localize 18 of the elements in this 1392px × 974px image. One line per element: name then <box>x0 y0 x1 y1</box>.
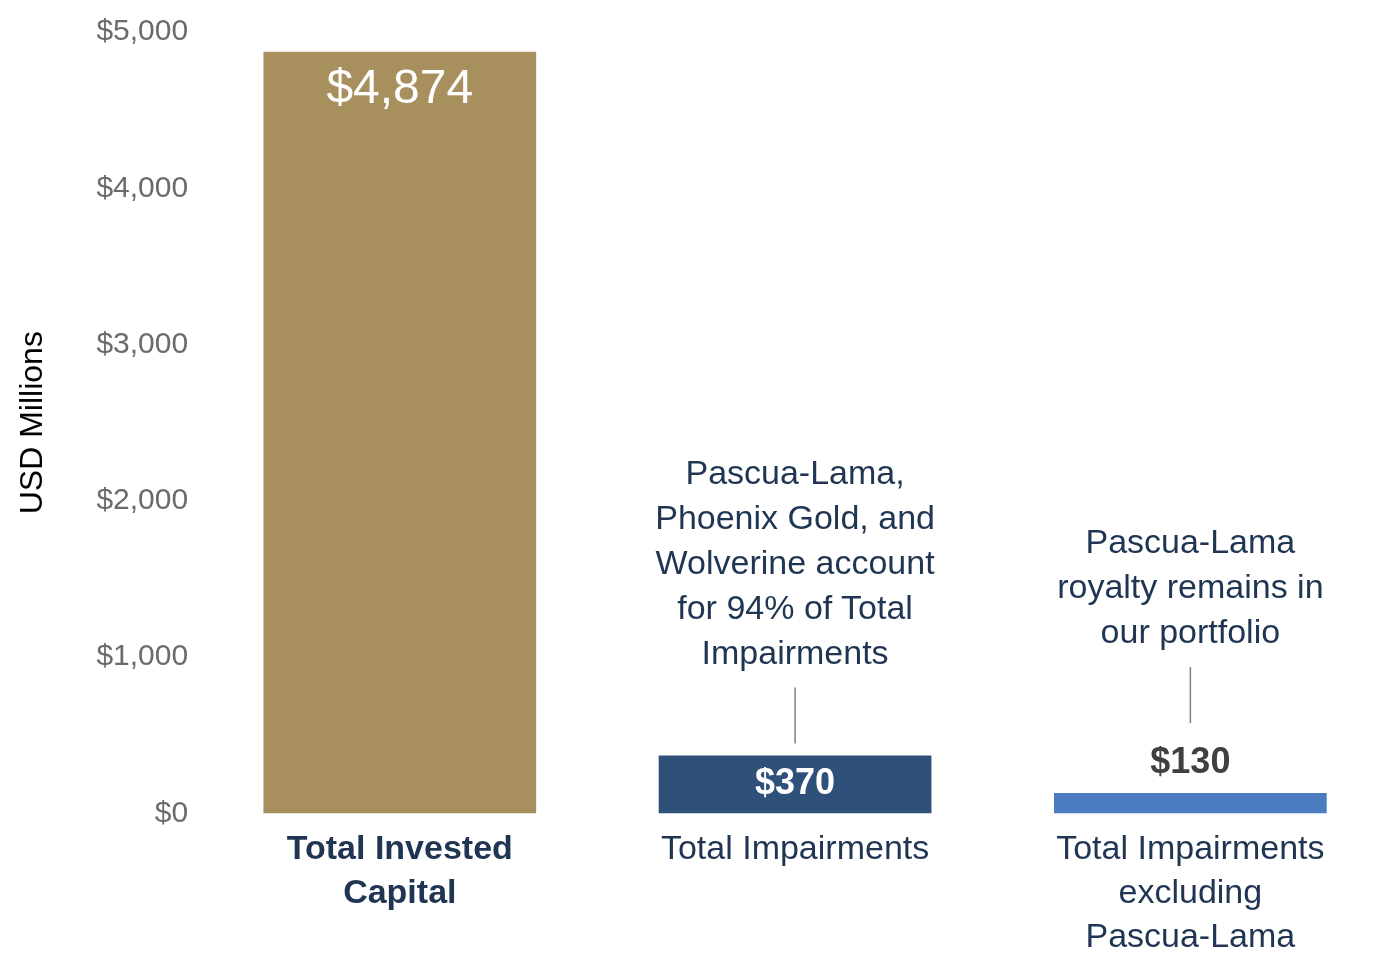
data-label: $370 <box>755 761 836 803</box>
x-tick-label: Total Impairments excluding Pascua-Lama <box>1056 827 1325 955</box>
y-tick-label: $5,000 <box>96 13 189 47</box>
y-tick-label: $2,000 <box>96 482 189 516</box>
x-tick-label: Total Impairments <box>660 827 930 866</box>
y-tick-label: $4,000 <box>96 169 189 203</box>
bar <box>658 755 932 814</box>
annotation: Pascua-Lama royalty remains in our portfolio <box>1057 522 1324 651</box>
annotation: Pascua-Lama, Phoenix Gold, and Wolverine account for 94% of Total Impairments <box>655 452 936 671</box>
y-tick-label: $3,000 <box>96 325 189 359</box>
y-tick-label: $0 <box>154 794 189 828</box>
bar <box>263 51 537 814</box>
data-label: $130 <box>1150 740 1231 782</box>
x-tick-label: Total Invested Capital <box>286 827 513 911</box>
y-tick-label: $1,000 <box>96 638 189 672</box>
y-axis-title: USD Millions <box>13 331 50 515</box>
bar <box>1053 793 1327 814</box>
data-label: $4,874 <box>326 59 474 113</box>
